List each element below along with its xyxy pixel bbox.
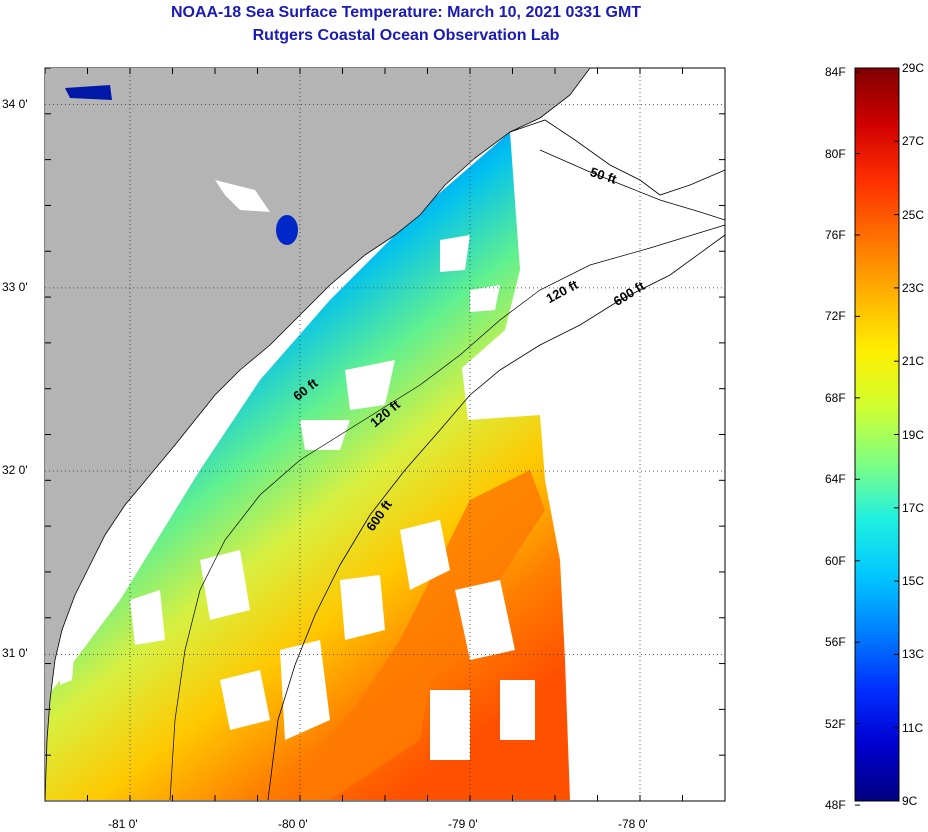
colorbar-ticks xyxy=(855,67,899,806)
lon-tick-label: -78 0' xyxy=(618,817,648,831)
colorbar-f-label: 64F xyxy=(825,472,846,487)
colorbar-c-label: 19C xyxy=(902,427,925,442)
colorbar-f-label: 60F xyxy=(825,553,846,568)
colorbar-ramp xyxy=(854,67,900,802)
colorbar-f-label: 56F xyxy=(825,635,846,650)
colorbar-c-label: 23C xyxy=(902,280,925,295)
colorbar-c-label: 17C xyxy=(902,500,925,515)
colorbar-f-label: 72F xyxy=(825,309,846,324)
colorbar-f-label: 52F xyxy=(825,716,846,731)
colorbar-c-label: 25C xyxy=(902,207,925,222)
lat-tick-label: 32 0' xyxy=(2,463,28,478)
isobath-50ft xyxy=(539,149,726,221)
lon-tick-label: -80 0' xyxy=(278,817,308,831)
lat-tick-label: 31 0' xyxy=(2,646,28,661)
gulf-stream-band xyxy=(300,470,545,800)
isobath-600ft xyxy=(267,234,726,801)
colorbar-f-label: 48F xyxy=(825,798,846,813)
isobath-120ft xyxy=(169,224,726,801)
inland-water xyxy=(60,85,298,685)
lon-tick-label: -81 0' xyxy=(108,817,138,831)
cloud-mask xyxy=(130,235,535,760)
colorbar-c-label: 13C xyxy=(902,647,925,662)
lat-tick-label: 33 0' xyxy=(2,279,28,294)
lat-tick-label: 34 0' xyxy=(2,96,28,111)
grid-lines xyxy=(45,68,725,801)
colorbar-f-label: 68F xyxy=(825,390,846,405)
colorbar-c-label: 15C xyxy=(902,574,925,589)
colorbar-f-label: 76F xyxy=(825,227,846,242)
colorbar-c-label: 29C xyxy=(902,61,925,75)
colorbar-c-label: 21C xyxy=(902,354,925,369)
land-mass xyxy=(45,68,590,800)
lon-tick-label: -79 0' xyxy=(448,817,478,831)
coastline xyxy=(44,67,591,801)
colorbar-c-label: 27C xyxy=(902,134,925,149)
colorbar-c-label: 9C xyxy=(902,794,918,808)
ticks xyxy=(44,67,726,802)
colorbar-c-label: 11C xyxy=(902,720,924,735)
map-title: NOAA-18 Sea Surface Temperature: March 1… xyxy=(170,4,642,21)
colorbar-f-label: 84F xyxy=(825,65,846,80)
nc-coastline xyxy=(509,119,726,196)
map-subtitle: Rutgers Coastal Ocean Observation Lab xyxy=(252,27,560,44)
colorbar-f-label: 80F xyxy=(825,146,846,161)
